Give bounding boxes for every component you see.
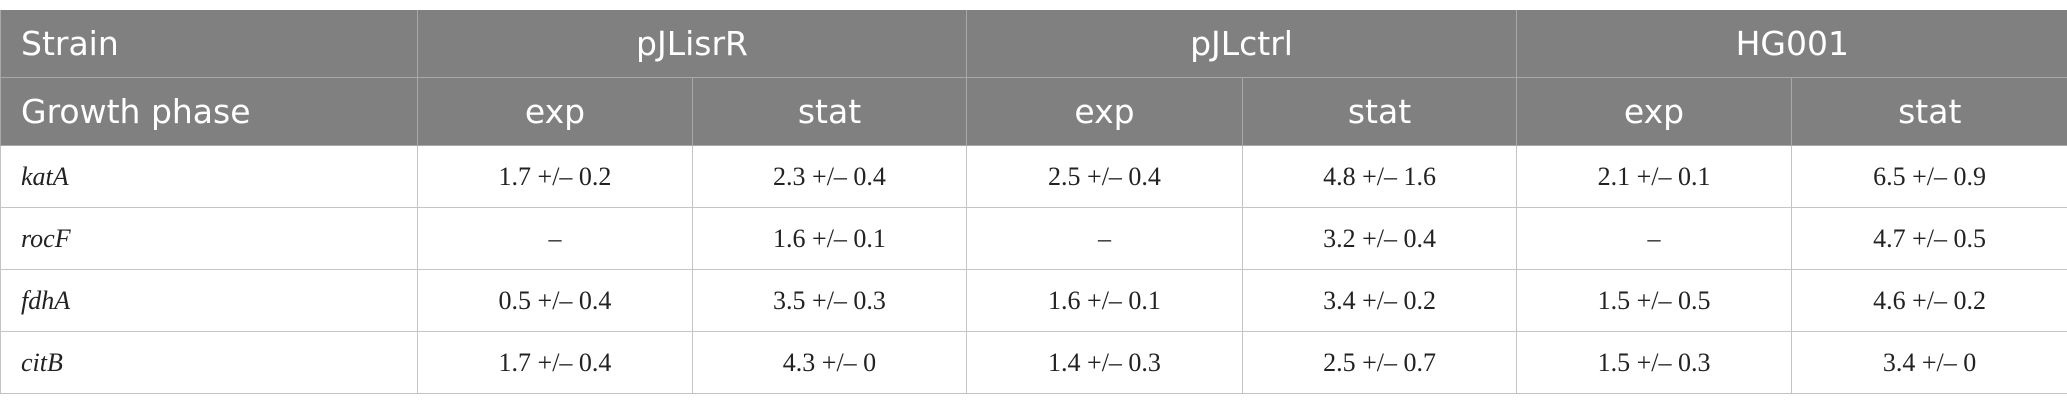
value-cell: 1.7 +/– 0.4 [417,331,693,394]
value-cell: 1.6 +/– 0.1 [966,269,1243,332]
data-row: rocF –1.6 +/– 0.1–3.2 +/– 0.4–4.7 +/– 0.5 [0,207,2067,270]
value-cell: 1.6 +/– 0.1 [692,207,967,270]
value-cell: 3.5 +/– 0.3 [692,269,967,332]
header-cell: Strain [0,10,418,78]
value-cell: 2.1 +/– 0.1 [1516,145,1793,208]
value-cell: 1.7 +/– 0.2 [417,145,693,208]
value-cell: 4.7 +/– 0.5 [1791,207,2067,270]
value-cell: 2.5 +/– 0.4 [966,145,1243,208]
value-cell: 2.3 +/– 0.4 [692,145,967,208]
value-cell: 4.3 +/– 0 [692,331,967,394]
header-cell: stat [1791,77,2067,146]
value-cell: 2.5 +/– 0.7 [1241,331,1518,394]
value-cell: – [1516,207,1793,270]
value-cell: 1.5 +/– 0.3 [1516,331,1793,394]
data-row: fdhA 0.5 +/– 0.4 3.5 +/– 0.3 1.6 +/– 0.1 3.4… [0,269,2067,332]
header-row: Growth phase exp stat exp stat exp stat [0,77,2067,146]
value-cell: 4.6 +/– 0.2 [1791,269,2067,332]
header-cell: pJLisrR [417,10,967,78]
gene-cell: fdhA [0,269,418,332]
value-cell: – [966,207,1243,270]
value-cell: 3.2 +/– 0.4 [1241,207,1518,270]
gene-cell: rocF [0,207,418,270]
header-cell: stat [692,77,967,146]
value-cell: 4.8 +/– 1.6 [1241,145,1518,208]
value-cell: 3.4 +/– 0 [1791,331,2067,394]
header-cell: pJLctrl [965,10,1517,78]
table-body: katA 1.7 +/– 0.2 2.3 +/– 0.4 2.5 +/– 0.4 4.8… [0,145,2067,394]
data-row: citB 1.7 +/– 0.4 4.3 +/– 0 1.4 +/– 0.3 2.5 +… [0,331,2067,394]
header-cell: exp [1516,77,1792,146]
header-cell: exp [417,77,693,146]
header-row: Strain pJLisrR pJLctrl HG001 [0,10,2067,78]
table-header: Strain pJLisrR pJLctrl HG001 Growth phase exp… [0,10,2067,146]
data-table: Strain pJLisrR pJLctrl HG001 Growth phase exp… [0,10,2067,394]
gene-cell: citB [0,331,418,394]
value-cell: 3.4 +/– 0.2 [1241,269,1518,332]
value-cell: 1.5 +/– 0.5 [1516,269,1793,332]
value-cell: 6.5 +/– 0.9 [1791,145,2067,208]
header-cell: Growth phase [0,77,418,146]
value-cell: 1.4 +/– 0.3 [966,331,1243,394]
header-cell: exp [966,77,1243,146]
gene-cell: katA [0,145,418,208]
header-cell: stat [1241,77,1517,146]
value-cell: 0.5 +/– 0.4 [417,269,693,332]
header-cell: HG001 [1516,10,2067,78]
value-cell: – [417,207,693,270]
data-row: katA 1.7 +/– 0.2 2.3 +/– 0.4 2.5 +/– 0.4 4.8… [0,145,2067,208]
